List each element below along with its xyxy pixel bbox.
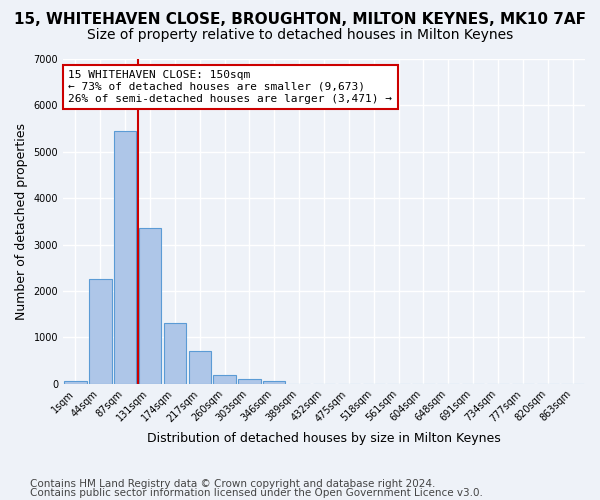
Text: 15, WHITEHAVEN CLOSE, BROUGHTON, MILTON KEYNES, MK10 7AF: 15, WHITEHAVEN CLOSE, BROUGHTON, MILTON … xyxy=(14,12,586,28)
Text: Size of property relative to detached houses in Milton Keynes: Size of property relative to detached ho… xyxy=(87,28,513,42)
Text: 15 WHITEHAVEN CLOSE: 150sqm
← 73% of detached houses are smaller (9,673)
26% of : 15 WHITEHAVEN CLOSE: 150sqm ← 73% of det… xyxy=(68,70,392,104)
Bar xyxy=(188,352,211,384)
Bar xyxy=(114,131,136,384)
Text: Contains HM Land Registry data © Crown copyright and database right 2024.: Contains HM Land Registry data © Crown c… xyxy=(30,479,436,489)
X-axis label: Distribution of detached houses by size in Milton Keynes: Distribution of detached houses by size … xyxy=(147,432,501,445)
Bar xyxy=(164,324,186,384)
Bar xyxy=(89,280,112,384)
Bar xyxy=(238,379,260,384)
Bar xyxy=(139,228,161,384)
Bar xyxy=(64,382,86,384)
Bar xyxy=(263,382,286,384)
Bar xyxy=(214,374,236,384)
Y-axis label: Number of detached properties: Number of detached properties xyxy=(15,123,28,320)
Text: Contains public sector information licensed under the Open Government Licence v3: Contains public sector information licen… xyxy=(30,488,483,498)
